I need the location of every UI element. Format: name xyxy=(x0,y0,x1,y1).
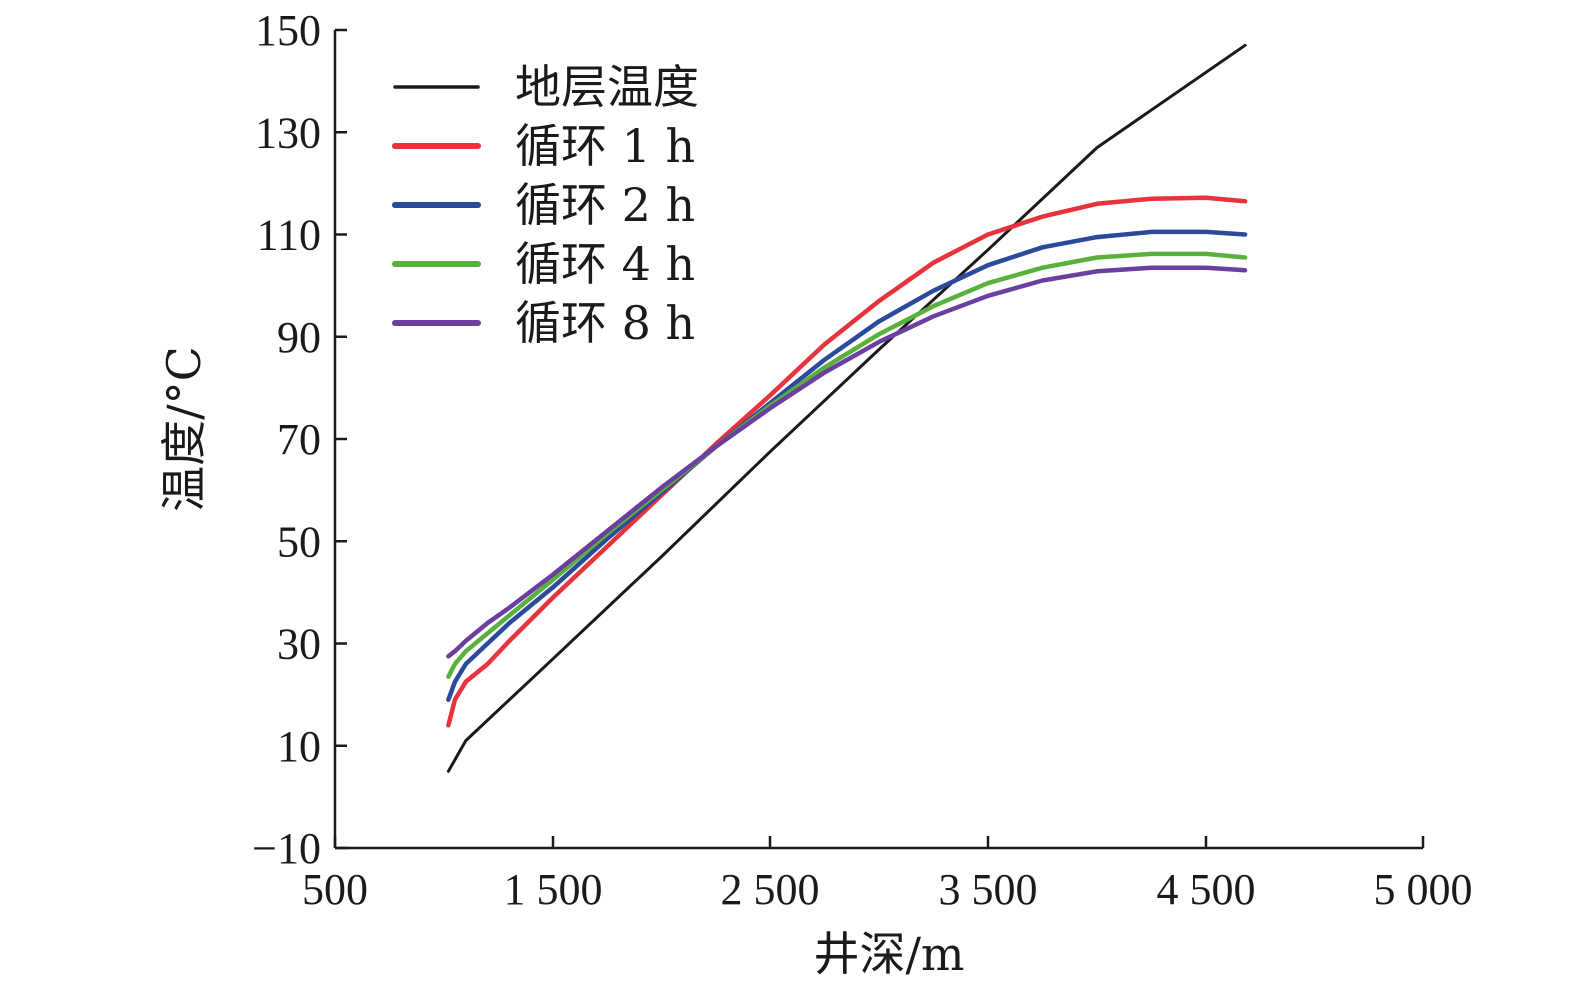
series-line-1 xyxy=(446,195,1248,728)
y-tick-label: 50 xyxy=(277,517,321,566)
legend-label: 循环 8 h xyxy=(515,296,695,350)
x-tick-label: 2 500 xyxy=(721,865,820,914)
x-tick-label: 500 xyxy=(302,865,368,914)
y-tick-label: 10 xyxy=(277,722,321,771)
y-tick-label: 30 xyxy=(277,620,321,669)
y-tick-label: 90 xyxy=(277,313,321,362)
legend-label: 循环 1 h xyxy=(515,119,695,173)
axes: −10 10 30 50 70 90 110 130 150 500 1 500 2 500 3 500… xyxy=(252,6,1472,914)
legend-label: 地层温度 xyxy=(515,60,699,114)
x-tick-label: 4 500 xyxy=(1157,865,1256,914)
y-tick-label: 110 xyxy=(257,211,321,260)
series-layer xyxy=(446,43,1248,773)
y-tick-label: 70 xyxy=(277,415,321,464)
y-tick-label: 150 xyxy=(255,6,321,55)
series-line-0 xyxy=(446,43,1247,773)
legend-label: 循环 4 h xyxy=(515,237,695,291)
x-tick-label: 3 500 xyxy=(939,865,1038,914)
x-tick-label: 1 500 xyxy=(504,865,603,914)
y-axis-title: 温度/°C xyxy=(157,346,211,512)
x-tick-label: 5 000 xyxy=(1374,865,1473,914)
x-axis-title: 井深/m xyxy=(813,927,964,981)
y-tick-label: −10 xyxy=(252,824,321,873)
series-line-4 xyxy=(446,265,1248,659)
legend-label: 循环 2 h xyxy=(515,178,695,232)
y-tick-label: 130 xyxy=(255,108,321,157)
